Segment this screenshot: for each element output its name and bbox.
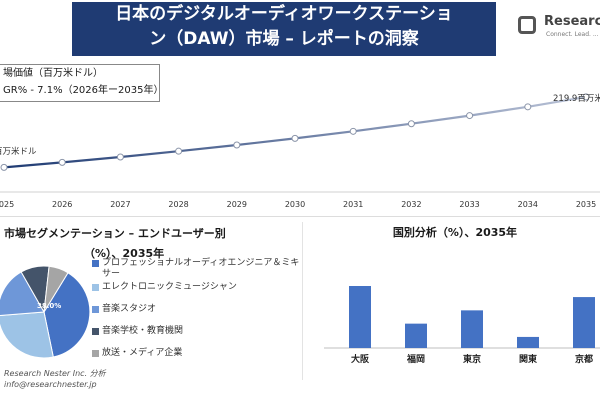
x-tick-label: 2033 [459, 200, 479, 209]
x-tick-label: 2031 [343, 200, 363, 209]
legend-swatch [92, 260, 99, 267]
source-credit: Research Nester Inc. 分析 [4, 369, 106, 378]
market-info-box: 場価値（百万米ドル） GR% - 7.1%（2026年ー2035年） [0, 64, 164, 102]
bar [461, 310, 483, 348]
legend-swatch [92, 328, 99, 335]
x-tick-label: 2025 [0, 200, 14, 209]
data-point [0, 163, 8, 171]
x-tick-label: 2030 [285, 200, 305, 209]
logo-tagline: Connect. Lead. ... [546, 31, 599, 38]
regional-bar-chart: 大阪 福岡 東京 関東 京都 [324, 286, 600, 365]
x-tick-label: 2027 [110, 200, 130, 209]
source-footer: Research Nester Inc. 分析 info@researchnes… [4, 368, 106, 390]
section-divider [0, 216, 600, 217]
report-title-line2: ン（DAW）市場 – レポートの洞察 [149, 29, 419, 49]
research-nester-logo[interactable]: Research Connect. Lead. ... [516, 12, 600, 42]
bar [405, 323, 427, 348]
pie-slice [0, 271, 45, 316]
x-tick-label: 東京 [463, 353, 481, 365]
end-user-pie-chart: 38.0% [0, 265, 91, 359]
x-tick-label: 2029 [227, 200, 247, 209]
pie-slice-label: 38.0% [37, 302, 61, 310]
segmentation-title-line1: 市場セグメンテーション – エンドユーザー別 [4, 227, 226, 240]
cagr-label: GR% - 7.1%（2026年ー2035年） [3, 85, 164, 96]
legend-label: 音楽スタジオ [102, 304, 157, 314]
data-point [524, 103, 532, 111]
data-point [291, 134, 299, 142]
x-tick-label: 2035 [576, 200, 596, 209]
panel-divider [302, 222, 303, 380]
x-tick-label: 大阪 [351, 353, 370, 365]
report-title-line1: 日本のデジタルオーディオワークステーショ [115, 4, 453, 24]
legend-label: プロフェッショナルオーディオエンジニア＆ミキサー [102, 258, 300, 279]
market-value-label: 場価値（百万米ドル） [3, 68, 103, 79]
data-point [116, 153, 124, 161]
x-tick-label: 2032 [401, 200, 421, 209]
series-line [3, 95, 587, 169]
legend-label: 音楽学校・教育機関 [102, 326, 184, 336]
x-tick-label: 関東 [519, 353, 537, 365]
legend-label: エレクトロニックミュージシャン [102, 282, 237, 292]
bar [573, 297, 595, 348]
x-tick-label: 2034 [518, 200, 538, 209]
data-point [466, 112, 474, 120]
legend-swatch [92, 306, 99, 313]
data-point [349, 127, 357, 135]
legend-swatch [92, 284, 99, 291]
segmentation-title: 市場セグメンテーション – エンドユーザー別 （%）、2035年 [4, 224, 294, 264]
x-tick-label: 福岡 [406, 353, 425, 365]
x-tick-label: 2028 [168, 200, 188, 209]
data-point [233, 141, 241, 149]
x-tick-label: 京都 [575, 353, 593, 365]
legend-label: 放送・メディア企業 [102, 348, 183, 358]
logo-name: Research [544, 14, 600, 29]
bar [517, 336, 539, 348]
market-value-line-chart: 2025 2026 2027 2028 2029 2030 2031 2032 2033 2034… [0, 93, 600, 209]
segmentation-title-line2: （%）、2035年 [84, 247, 165, 260]
pie-slice [43, 265, 69, 313]
report-title-banner: 日本のデジタルオーディオワークステーショ ン（DAW）市場 – レポートの洞察 [72, 2, 496, 56]
legend-swatch [92, 350, 99, 357]
data-point [175, 147, 183, 155]
logo-mark-icon [518, 16, 536, 34]
regional-analysis-title: 国別分析（%）、2035年 [392, 226, 518, 239]
x-tick-label: 2026 [52, 200, 72, 209]
bar [349, 286, 371, 348]
pie-slice [0, 311, 54, 359]
data-point [407, 120, 415, 128]
first-value-label: 百万米ドル [0, 146, 37, 157]
last-value-label: 219.9百万米ドル [553, 93, 600, 104]
data-point [58, 158, 66, 166]
data-point [582, 93, 590, 101]
source-email: info@researchnester.jp [4, 380, 97, 389]
